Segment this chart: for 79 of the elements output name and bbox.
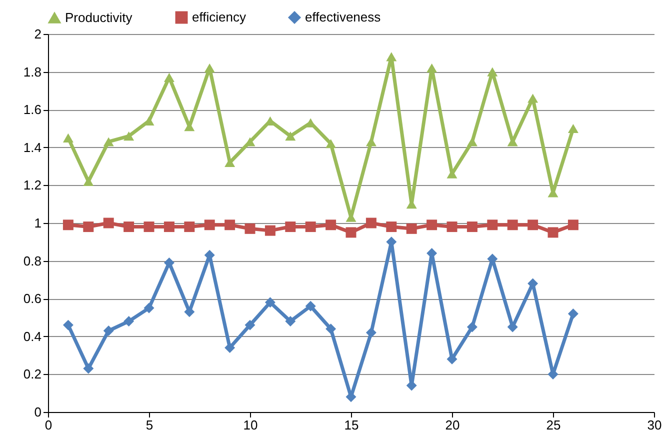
- point: [346, 227, 356, 238]
- point: [164, 72, 174, 82]
- point: [568, 308, 578, 319]
- point: [406, 223, 417, 234]
- x-tick-label: 15: [344, 418, 359, 432]
- point: [326, 139, 336, 148]
- point: [305, 300, 316, 312]
- x-tick-label: 20: [445, 418, 460, 432]
- x-tick-label: 10: [243, 418, 258, 432]
- point: [184, 306, 195, 318]
- y-tick-label: 2: [34, 26, 42, 42]
- point: [62, 320, 74, 330]
- point: [466, 222, 478, 232]
- point: [144, 222, 154, 232]
- point: [568, 124, 578, 134]
- point: [204, 220, 215, 230]
- y-tick-label: 0.4: [23, 328, 42, 344]
- point: [426, 220, 438, 230]
- point: [264, 297, 276, 308]
- point: [487, 220, 498, 230]
- x-tick-label: 0: [44, 418, 52, 432]
- point: [124, 222, 134, 232]
- point: [386, 52, 397, 62]
- point: [103, 218, 114, 228]
- point: [83, 176, 94, 186]
- legend-label: efficiency: [192, 10, 246, 25]
- point: [164, 222, 174, 232]
- point: [285, 222, 296, 232]
- point: [204, 63, 215, 73]
- point: [386, 222, 397, 232]
- point: [568, 220, 578, 230]
- x-tick-label: 5: [146, 418, 154, 432]
- y-tick-label: 1.8: [23, 64, 42, 80]
- point: [62, 220, 74, 230]
- point: [326, 324, 336, 334]
- point: [103, 325, 114, 336]
- y-tick-label: 0.6: [23, 291, 42, 306]
- y-tick-label: 0.8: [23, 253, 42, 268]
- point: [103, 137, 114, 146]
- point: [305, 222, 316, 232]
- y-tick-label: 0: [34, 404, 42, 420]
- point: [366, 218, 376, 228]
- point: [144, 302, 154, 314]
- point: [285, 132, 296, 141]
- point: [124, 316, 134, 327]
- point: [83, 222, 94, 232]
- point: [466, 322, 478, 332]
- point: [487, 67, 498, 76]
- y-tick-label: 1.2: [23, 178, 42, 193]
- point: [224, 342, 236, 353]
- point: [326, 220, 336, 230]
- point: [507, 322, 518, 332]
- point: [244, 320, 256, 330]
- x-tick-label: 25: [546, 418, 561, 432]
- y-tick-label: 1.6: [23, 102, 42, 118]
- legend-label: effectiveness: [305, 10, 382, 25]
- point: [528, 220, 538, 230]
- point: [83, 363, 94, 374]
- x-tick-label: 30: [647, 418, 662, 432]
- point: [264, 225, 276, 236]
- y-tick-label: 1: [34, 216, 42, 230]
- point: [507, 220, 518, 230]
- y-tick-label: 0.2: [23, 366, 42, 382]
- point: [426, 63, 438, 73]
- point: [285, 316, 296, 327]
- point: [184, 222, 195, 232]
- point: [528, 94, 538, 103]
- point: [62, 133, 74, 142]
- point: [466, 137, 478, 146]
- legend-label: Productivity: [65, 10, 133, 25]
- y-tick-label: 1.4: [23, 140, 42, 155]
- point: [164, 257, 174, 268]
- point: [124, 132, 134, 141]
- point: [366, 327, 376, 338]
- point: [548, 227, 558, 238]
- point: [366, 137, 376, 146]
- point: [244, 223, 256, 234]
- point: [446, 222, 458, 232]
- point: [224, 220, 236, 230]
